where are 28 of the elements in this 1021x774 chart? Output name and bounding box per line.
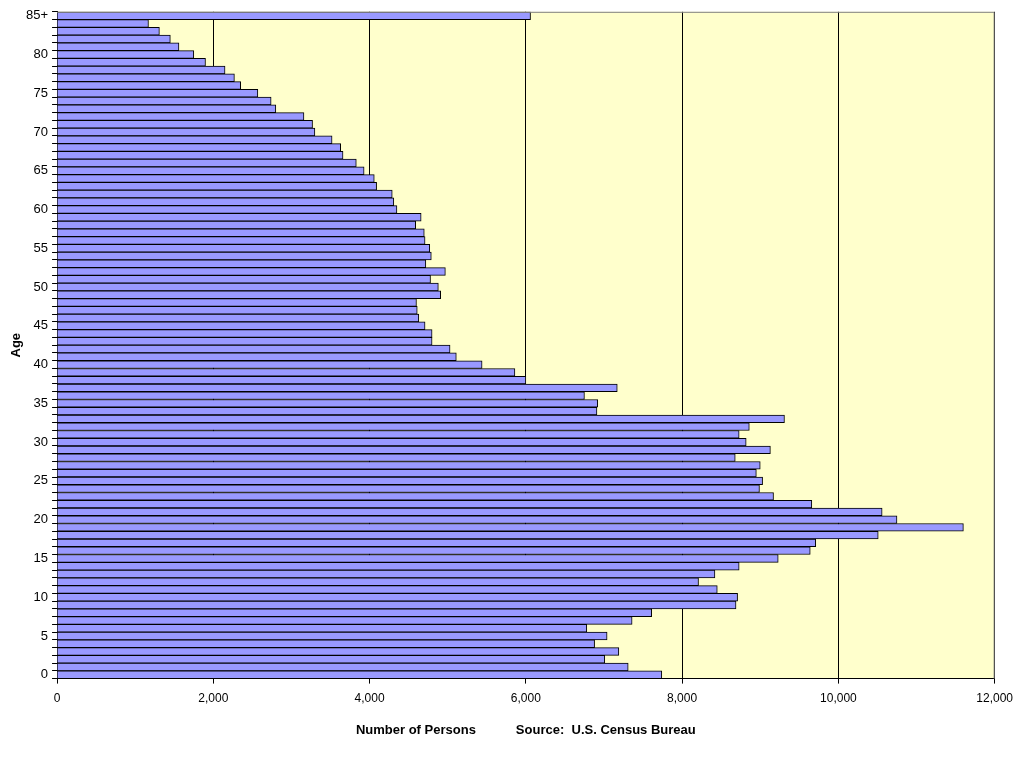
- y-axis-title: Age: [7, 332, 23, 358]
- y-tick-label: 50: [33, 278, 49, 294]
- y-tick-label: 80: [33, 46, 49, 62]
- x-tick-label: 8,000: [667, 691, 698, 706]
- y-tick-label: 20: [33, 511, 49, 527]
- x-axis-title: Number of Persons: [355, 722, 476, 738]
- x-tick-label: 10,000: [820, 691, 858, 706]
- y-tick-label: 5: [40, 627, 49, 643]
- y-tick-label: 15: [33, 550, 49, 565]
- x-tick-label: 6,000: [510, 691, 542, 706]
- y-tick-label: 0: [40, 666, 49, 682]
- y-tick-label: 40: [33, 356, 49, 372]
- y-tick-label: 70: [33, 123, 49, 139]
- y-tick-label: 60: [33, 201, 49, 217]
- y-tick-label: 65: [33, 162, 49, 178]
- x-tick-label: 12,000: [976, 691, 1014, 706]
- y-tick-label: 45: [33, 317, 49, 333]
- source-note: Source: U.S. Census Bureau: [515, 722, 696, 738]
- x-tick-label: 4,000: [354, 691, 385, 706]
- y-tick-label: 35: [33, 394, 49, 410]
- y-tick-label: 75: [33, 84, 49, 100]
- y-tick-label: 10: [33, 588, 49, 604]
- x-tick-label: 2,000: [198, 691, 229, 706]
- y-tick-label: 85+: [25, 7, 49, 23]
- y-tick-label: 30: [33, 433, 49, 449]
- y-tick-label: 25: [33, 472, 49, 488]
- x-tick-label: 0: [53, 691, 61, 706]
- y-tick-label: 55: [33, 239, 49, 255]
